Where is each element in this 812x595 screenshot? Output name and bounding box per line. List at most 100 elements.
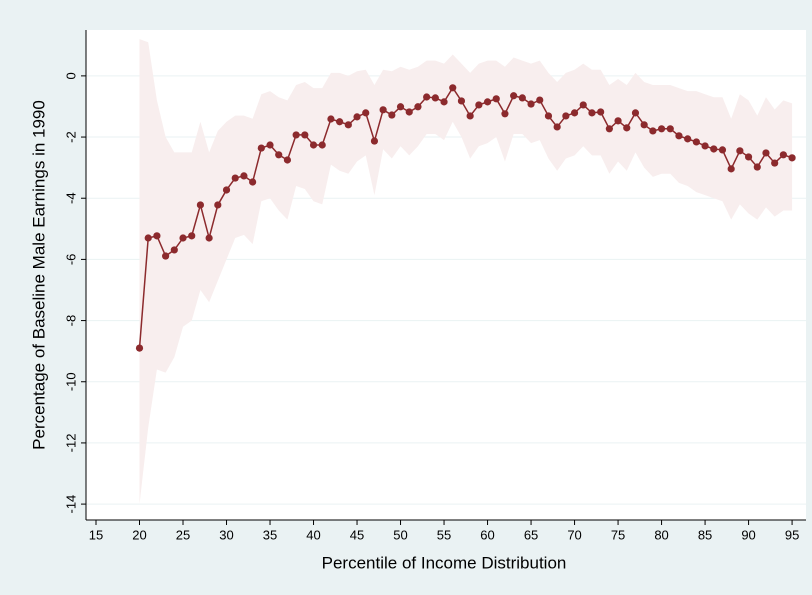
marker bbox=[388, 111, 396, 119]
marker bbox=[362, 109, 370, 117]
marker bbox=[205, 234, 213, 242]
x-tick-label: 90 bbox=[741, 527, 755, 542]
line bbox=[138, 86, 793, 349]
y-tick-label: -8 bbox=[63, 315, 78, 327]
marker bbox=[553, 123, 561, 131]
x-tick-label: 35 bbox=[263, 527, 277, 542]
x-tick-label: 95 bbox=[785, 527, 799, 542]
marker bbox=[475, 101, 483, 109]
marker bbox=[788, 154, 796, 162]
marker bbox=[344, 121, 352, 129]
marker bbox=[214, 201, 222, 209]
marker bbox=[631, 109, 640, 117]
marker bbox=[762, 149, 770, 157]
marker bbox=[196, 201, 205, 209]
marker bbox=[562, 112, 570, 120]
marker bbox=[266, 141, 274, 149]
marker bbox=[457, 97, 466, 105]
y-tick-label: 0 bbox=[63, 72, 78, 79]
marker bbox=[727, 165, 735, 173]
marker bbox=[405, 108, 413, 116]
x-tick-label: 30 bbox=[219, 527, 233, 542]
marker bbox=[649, 127, 657, 135]
y-tick-label: -6 bbox=[63, 254, 78, 266]
marker bbox=[222, 186, 231, 194]
marker bbox=[710, 145, 718, 153]
marker bbox=[501, 110, 509, 118]
marker bbox=[544, 112, 553, 120]
marker bbox=[605, 125, 613, 133]
y-tick-label: -10 bbox=[63, 372, 78, 391]
marker bbox=[135, 344, 144, 352]
y-tick-label: -4 bbox=[63, 192, 78, 204]
marker bbox=[162, 252, 170, 260]
marker bbox=[701, 142, 709, 150]
marker bbox=[153, 232, 161, 240]
y-tick-label: -12 bbox=[63, 434, 78, 453]
marker bbox=[423, 93, 431, 101]
marker bbox=[527, 100, 535, 108]
marker bbox=[684, 135, 692, 143]
x-tick-label: 75 bbox=[611, 527, 625, 542]
marker bbox=[623, 124, 631, 132]
marker bbox=[736, 147, 744, 155]
marker bbox=[579, 101, 587, 109]
marker bbox=[301, 131, 309, 139]
marker bbox=[492, 95, 500, 103]
marker bbox=[370, 137, 379, 145]
marker bbox=[318, 141, 326, 149]
marker bbox=[249, 178, 257, 186]
marker bbox=[336, 118, 344, 126]
marker bbox=[597, 108, 605, 116]
y-axis-title: Percentage of Baseline Male Earnings in … bbox=[29, 100, 48, 450]
marker bbox=[657, 125, 666, 133]
marker bbox=[275, 151, 283, 159]
marker bbox=[292, 131, 300, 139]
marker bbox=[309, 141, 318, 149]
marker bbox=[536, 96, 544, 104]
marker bbox=[144, 234, 152, 242]
marker bbox=[614, 117, 622, 125]
x-axis-title: Percentile of Income Distribution bbox=[322, 553, 567, 572]
marker bbox=[744, 153, 753, 161]
marker bbox=[588, 109, 596, 117]
marker bbox=[771, 159, 779, 167]
marker bbox=[179, 234, 187, 242]
marker bbox=[327, 115, 335, 123]
x-tick-label: 55 bbox=[437, 527, 451, 542]
marker bbox=[518, 94, 526, 102]
marker bbox=[675, 132, 683, 140]
x-tick-label: 70 bbox=[567, 527, 581, 542]
x-tick-label: 60 bbox=[480, 527, 494, 542]
marker bbox=[640, 121, 648, 129]
marker bbox=[449, 84, 457, 92]
marker bbox=[283, 156, 292, 164]
x-tick-label: 80 bbox=[654, 527, 668, 542]
marker bbox=[353, 113, 361, 121]
marker bbox=[753, 163, 761, 171]
marker bbox=[570, 109, 579, 117]
marker bbox=[692, 138, 700, 146]
x-tick-label: 20 bbox=[132, 527, 146, 542]
marker bbox=[510, 92, 518, 100]
y-tick-label: -2 bbox=[63, 131, 78, 143]
marker bbox=[440, 98, 448, 106]
y-tick-label: -14 bbox=[63, 495, 78, 514]
confidence-band bbox=[139, 39, 793, 505]
marker bbox=[396, 103, 405, 111]
x-tick-label: 85 bbox=[698, 527, 712, 542]
marker bbox=[779, 151, 787, 159]
marker bbox=[718, 146, 727, 154]
marker bbox=[170, 246, 178, 254]
marker bbox=[483, 98, 492, 106]
x-tick-label: 15 bbox=[89, 527, 103, 542]
marker bbox=[379, 106, 387, 114]
marker bbox=[466, 112, 474, 120]
x-tick-label: 45 bbox=[350, 527, 364, 542]
marker bbox=[240, 172, 248, 180]
x-tick-label: 25 bbox=[176, 527, 190, 542]
marker bbox=[666, 125, 674, 133]
marker bbox=[257, 144, 265, 152]
marker bbox=[231, 174, 239, 182]
